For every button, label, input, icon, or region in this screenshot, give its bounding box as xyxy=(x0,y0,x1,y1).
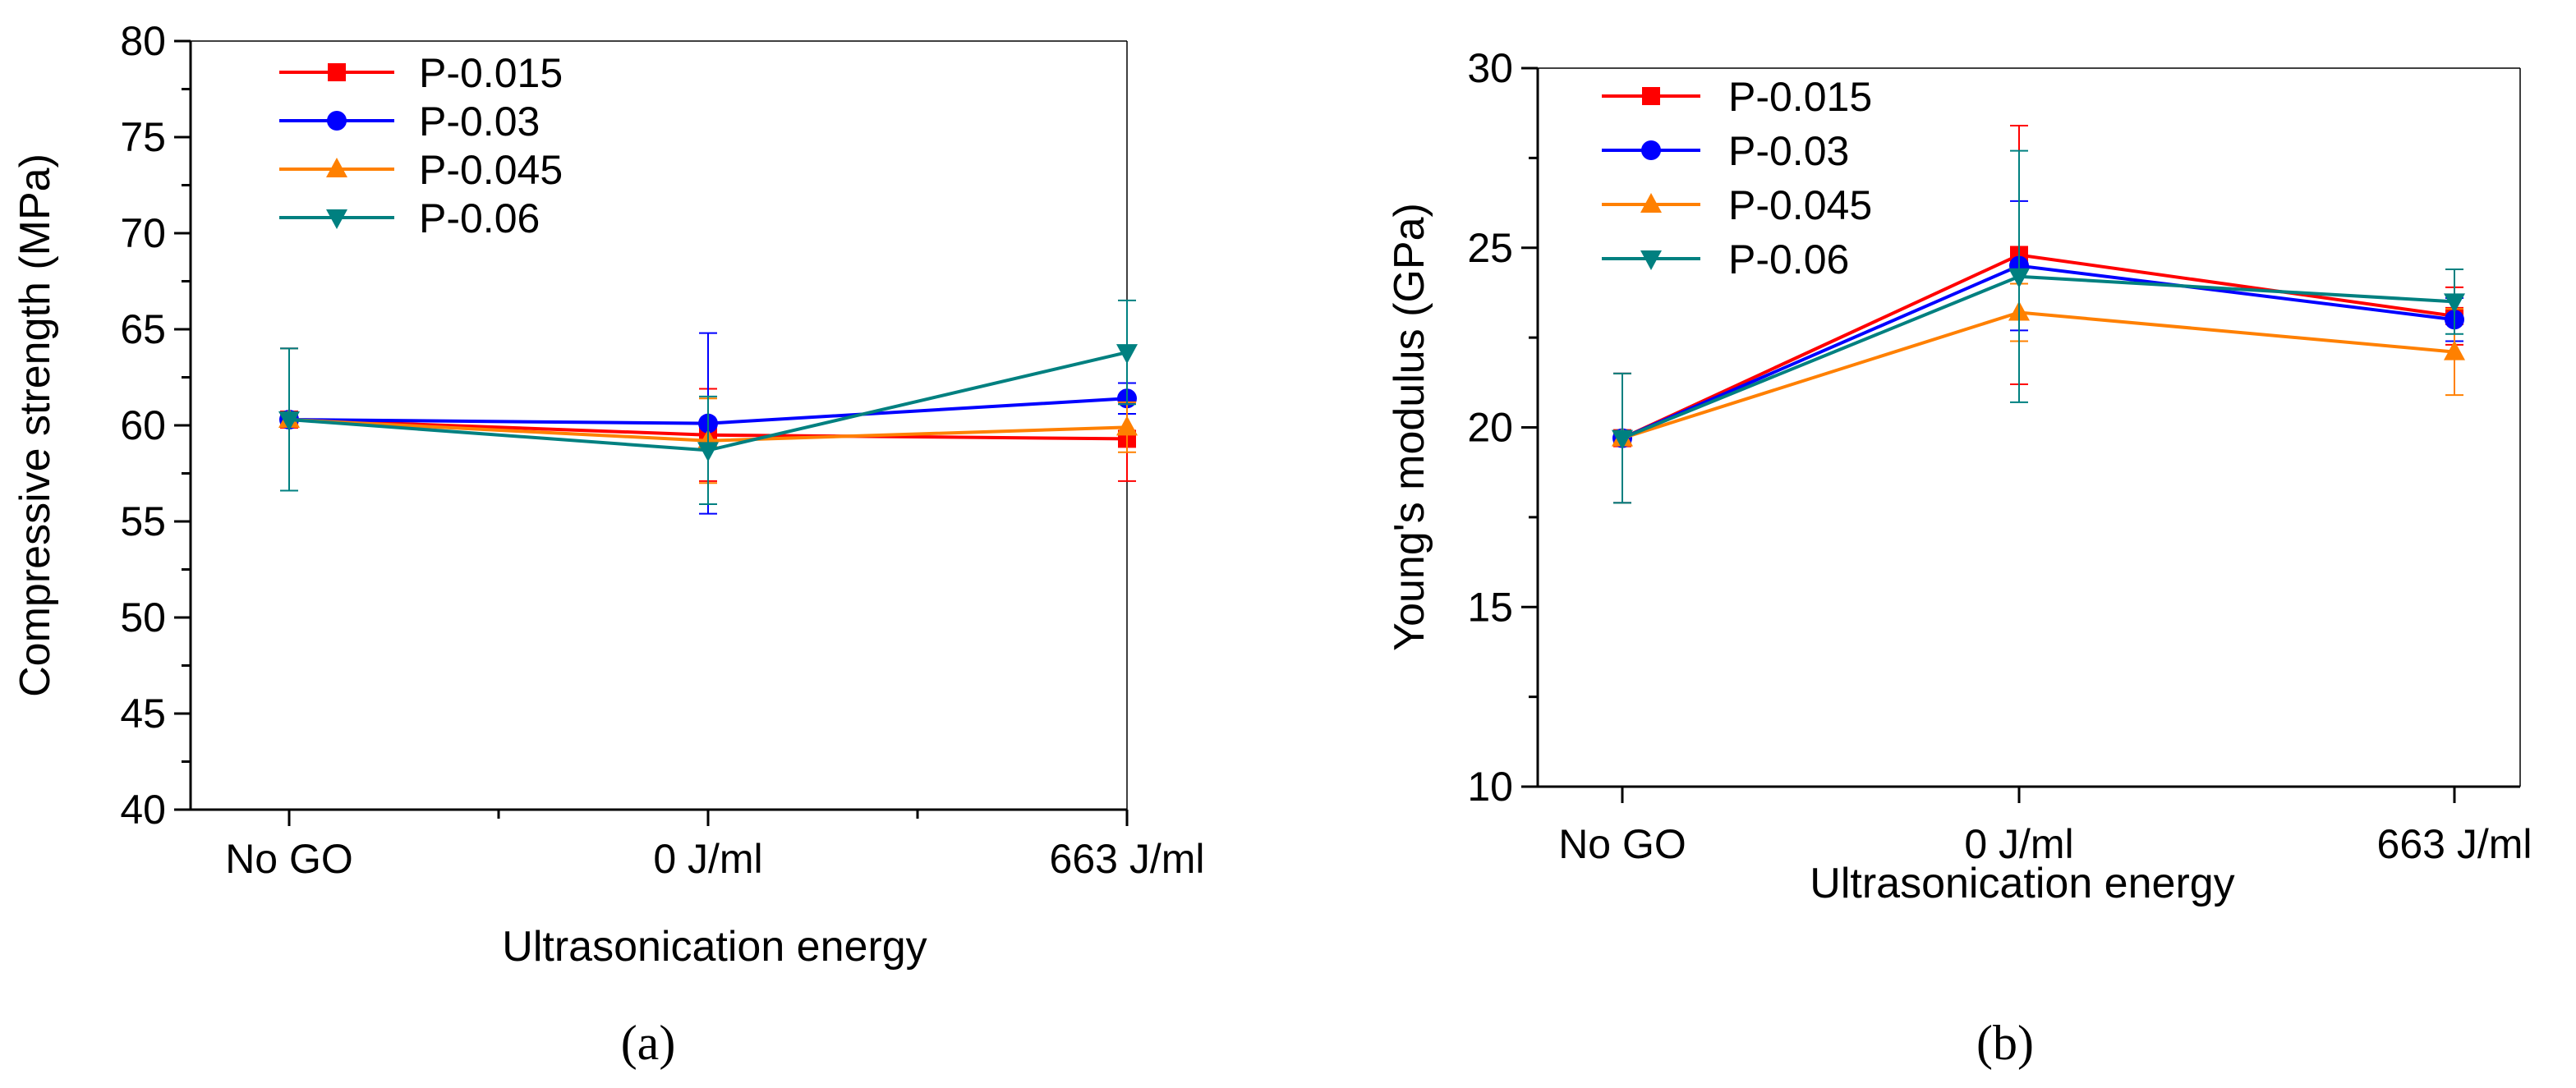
data-point xyxy=(278,411,300,431)
y-tick-label: 30 xyxy=(1467,45,1513,91)
legend-entry: P-0.03 xyxy=(279,99,540,145)
legend-marker xyxy=(1640,193,1662,213)
legend-entry: P-0.06 xyxy=(1602,236,1849,282)
x-axis-title: Ultrasonication energy xyxy=(502,923,927,971)
data-point xyxy=(697,442,719,462)
legend-marker xyxy=(328,63,346,81)
series-line xyxy=(1622,264,2455,440)
legend-label: P-0.015 xyxy=(1728,74,1872,120)
data-point xyxy=(2008,268,2030,288)
data-point xyxy=(1116,415,1138,436)
x-tick-label: No GO xyxy=(225,836,353,882)
legend-marker xyxy=(1641,140,1661,160)
chart-panel-a: 40 45 50 55 60 65 70 75 80 No GO 0 J/ml 663 J/ml Ult… xyxy=(12,18,1204,1070)
chart-panel-b: 10 15 20 25 30 No GO 0 J/ml 663 J/ml Ultrasonica… xyxy=(1386,45,2532,1070)
series-line xyxy=(1622,274,2455,440)
legend-marker xyxy=(326,209,347,229)
y-tick-label: 20 xyxy=(1467,405,1513,451)
series-line xyxy=(1622,310,2455,440)
x-tick-label: 0 J/ml xyxy=(653,836,762,882)
legend-entry: P-0.015 xyxy=(1602,74,1872,120)
y-axis-title: Compressive strength (MPa) xyxy=(12,154,59,697)
legend-label: P-0.03 xyxy=(419,99,540,145)
legend-entry: P-0.03 xyxy=(1602,128,1849,174)
legend-label: P-0.06 xyxy=(1728,236,1849,282)
legend-marker xyxy=(327,111,347,131)
x-tick-label: 663 J/ml xyxy=(1050,836,1205,882)
y-tick-label: 40 xyxy=(120,787,166,833)
legend-label: P-0.045 xyxy=(419,147,563,193)
legend-label: P-0.03 xyxy=(1728,128,1849,174)
panel-label: (b) xyxy=(1976,1016,2034,1070)
y-tick-label: 25 xyxy=(1467,225,1513,271)
y-tick-label: 55 xyxy=(120,498,166,544)
series-P-0.06 xyxy=(1612,149,2465,504)
y-tick-label: 10 xyxy=(1467,764,1513,810)
x-tick-label: No GO xyxy=(1558,821,1686,867)
x-axis-title: Ultrasonication energy xyxy=(1810,860,2234,907)
data-point xyxy=(2444,340,2465,360)
legend-marker xyxy=(1642,87,1660,105)
y-tick-label: 50 xyxy=(120,594,166,640)
legend-label: P-0.015 xyxy=(419,50,563,96)
legend-marker xyxy=(326,158,347,177)
series-P-0.045 xyxy=(1612,282,2465,504)
data-point xyxy=(2444,293,2465,314)
series-P-0.06 xyxy=(278,299,1138,505)
y-tick-label: 45 xyxy=(120,691,166,737)
y-axis-title: Young's modulus (GPa) xyxy=(1386,203,1433,651)
y-tick-label: 15 xyxy=(1467,584,1513,630)
legend-entry: P-0.045 xyxy=(279,147,563,193)
x-tick-label: 663 J/ml xyxy=(2377,821,2532,867)
y-tick-label: 60 xyxy=(120,402,166,448)
panel-label: (a) xyxy=(621,1016,676,1070)
x-tick-label: 0 J/ml xyxy=(1964,821,2073,867)
legend-entry: P-0.015 xyxy=(279,50,563,96)
y-tick-label: 80 xyxy=(120,18,166,64)
data-point xyxy=(1612,429,1633,450)
legend-label: P-0.06 xyxy=(419,195,540,241)
legend-marker xyxy=(1640,250,1662,270)
data-point xyxy=(1116,344,1138,365)
y-tick-label: 75 xyxy=(120,114,166,160)
legend-label: P-0.045 xyxy=(1728,182,1872,228)
legend-entry: P-0.045 xyxy=(1602,182,1872,228)
y-tick-label: 70 xyxy=(120,210,166,256)
y-tick-label: 65 xyxy=(120,306,166,352)
legend-entry: P-0.06 xyxy=(279,195,540,241)
